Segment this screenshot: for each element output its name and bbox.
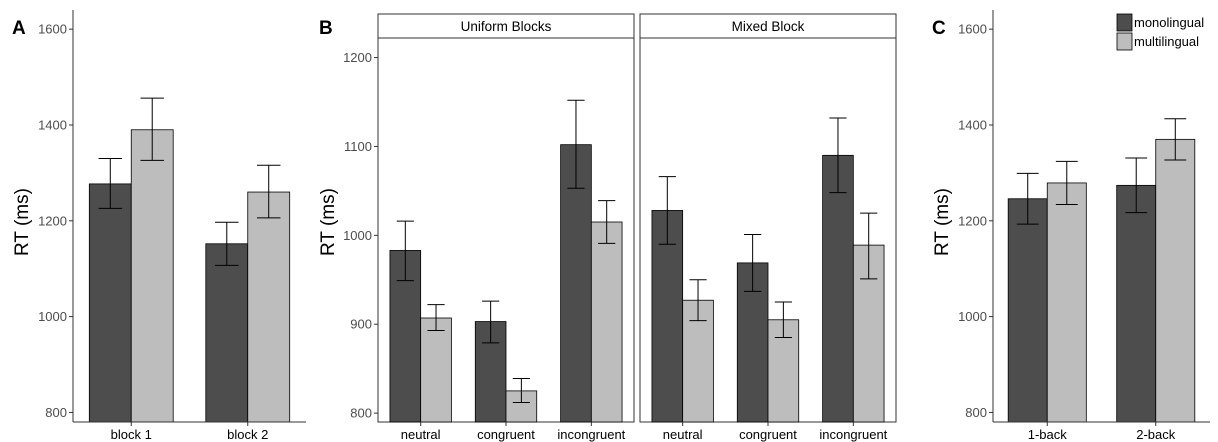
bar-monolingual-b-mixed	[822, 154, 854, 423]
y-axis-title-c: RT (ms)	[932, 188, 953, 256]
x-tick-label-c: 2-back	[1136, 427, 1176, 442]
x-tick-label-b-uniform: congruent	[477, 427, 535, 442]
y-tick-label-a: 1400	[38, 117, 67, 132]
y-tick-label-b: 1000	[343, 228, 372, 243]
bar-multilingual-a	[247, 191, 291, 423]
x-tick-label-b-uniform: incongruent	[557, 427, 625, 442]
legend: monolingual multilingual	[1116, 13, 1204, 51]
y-tick-label-c: 1600	[958, 22, 987, 37]
chart-marks: 800 1000 1200 1400 1600 block 1 block 2 800 900 1…	[38, 10, 1210, 442]
legend-label-multilingual: multilingual	[1134, 34, 1199, 49]
y-tick-label-a: 1000	[38, 309, 67, 324]
x-tick-label-a: block 2	[227, 427, 268, 442]
y-tick-label-b: 1200	[343, 50, 372, 65]
panel-letter-c: C	[932, 18, 946, 39]
facet-label-mixed: Mixed Block	[732, 19, 805, 34]
bar-multilingual-a	[130, 129, 174, 423]
y-tick-label-a: 800	[45, 405, 67, 420]
facet-strip-mixed	[639, 13, 897, 39]
x-tick-label-c: 1-back	[1028, 427, 1068, 442]
y-axis-title-a: RT (ms)	[12, 188, 33, 256]
panel-letter-b: B	[319, 18, 333, 39]
y-tick-label-a: 1600	[38, 22, 67, 37]
x-tick-label-a: block 1	[111, 427, 152, 442]
bar-monolingual-c	[1116, 184, 1157, 423]
bar-multilingual-b-mixed	[767, 319, 800, 423]
bar-monolingual-a	[205, 243, 249, 423]
y-tick-label-a: 1200	[38, 213, 67, 228]
y-tick-label-c: 1400	[958, 117, 987, 132]
y-tick-label-b: 1100	[344, 139, 372, 154]
bar-monolingual-a	[88, 183, 132, 423]
y-tick-label-c: 1200	[958, 213, 987, 228]
y-tick-label-b: 900	[350, 317, 372, 332]
x-tick-label-b-mixed: incongruent	[819, 427, 887, 442]
y-tick-label-c: 1000	[958, 309, 987, 324]
legend-key-multilingual	[1116, 32, 1133, 51]
bar-monolingual-b-mixed	[651, 210, 684, 423]
facet-label-uniform: Uniform Blocks	[461, 19, 552, 34]
bar-multilingual-c	[1046, 182, 1087, 423]
y-axis-title-b: RT (ms)	[318, 188, 339, 256]
legend-key-monolingual	[1116, 13, 1133, 32]
y-tick-label-b: 800	[350, 406, 372, 421]
x-tick-label-b-mixed: congruent	[739, 427, 797, 442]
y-tick-label-c: 800	[965, 405, 987, 420]
x-tick-label-b-mixed: neutral	[663, 427, 703, 442]
x-tick-label-b-uniform: neutral	[401, 427, 441, 442]
facet-strip-uniform	[377, 13, 635, 39]
legend-label-monolingual: monolingual	[1134, 15, 1204, 30]
bar-multilingual-b-uniform	[590, 221, 623, 423]
bar-multilingual-b-uniform	[420, 317, 452, 423]
bar-multilingual-b-mixed	[852, 244, 885, 423]
bar-monolingual-c	[1007, 198, 1048, 423]
bar-multilingual-c	[1155, 138, 1196, 423]
panel-letter-a: A	[12, 18, 26, 39]
